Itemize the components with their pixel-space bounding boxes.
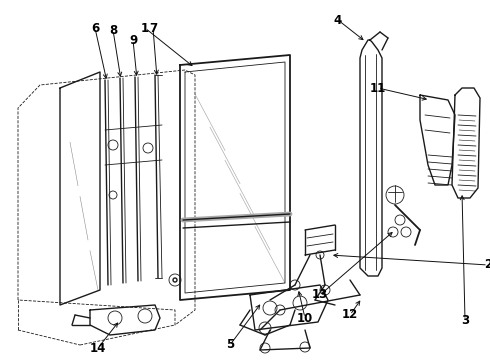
Text: 1: 1 bbox=[141, 22, 149, 35]
Text: 10: 10 bbox=[297, 311, 313, 324]
Text: 12: 12 bbox=[342, 309, 358, 321]
Text: 4: 4 bbox=[334, 13, 342, 27]
Text: 5: 5 bbox=[226, 338, 234, 351]
Text: 14: 14 bbox=[90, 342, 106, 355]
Text: 8: 8 bbox=[109, 23, 117, 36]
Circle shape bbox=[173, 278, 177, 282]
Text: 9: 9 bbox=[129, 33, 137, 46]
Text: 11: 11 bbox=[370, 81, 386, 94]
Text: 2: 2 bbox=[484, 258, 490, 271]
Text: 7: 7 bbox=[149, 22, 157, 35]
Text: 6: 6 bbox=[91, 22, 99, 35]
Text: 3: 3 bbox=[461, 314, 469, 327]
Text: 13: 13 bbox=[312, 288, 328, 302]
